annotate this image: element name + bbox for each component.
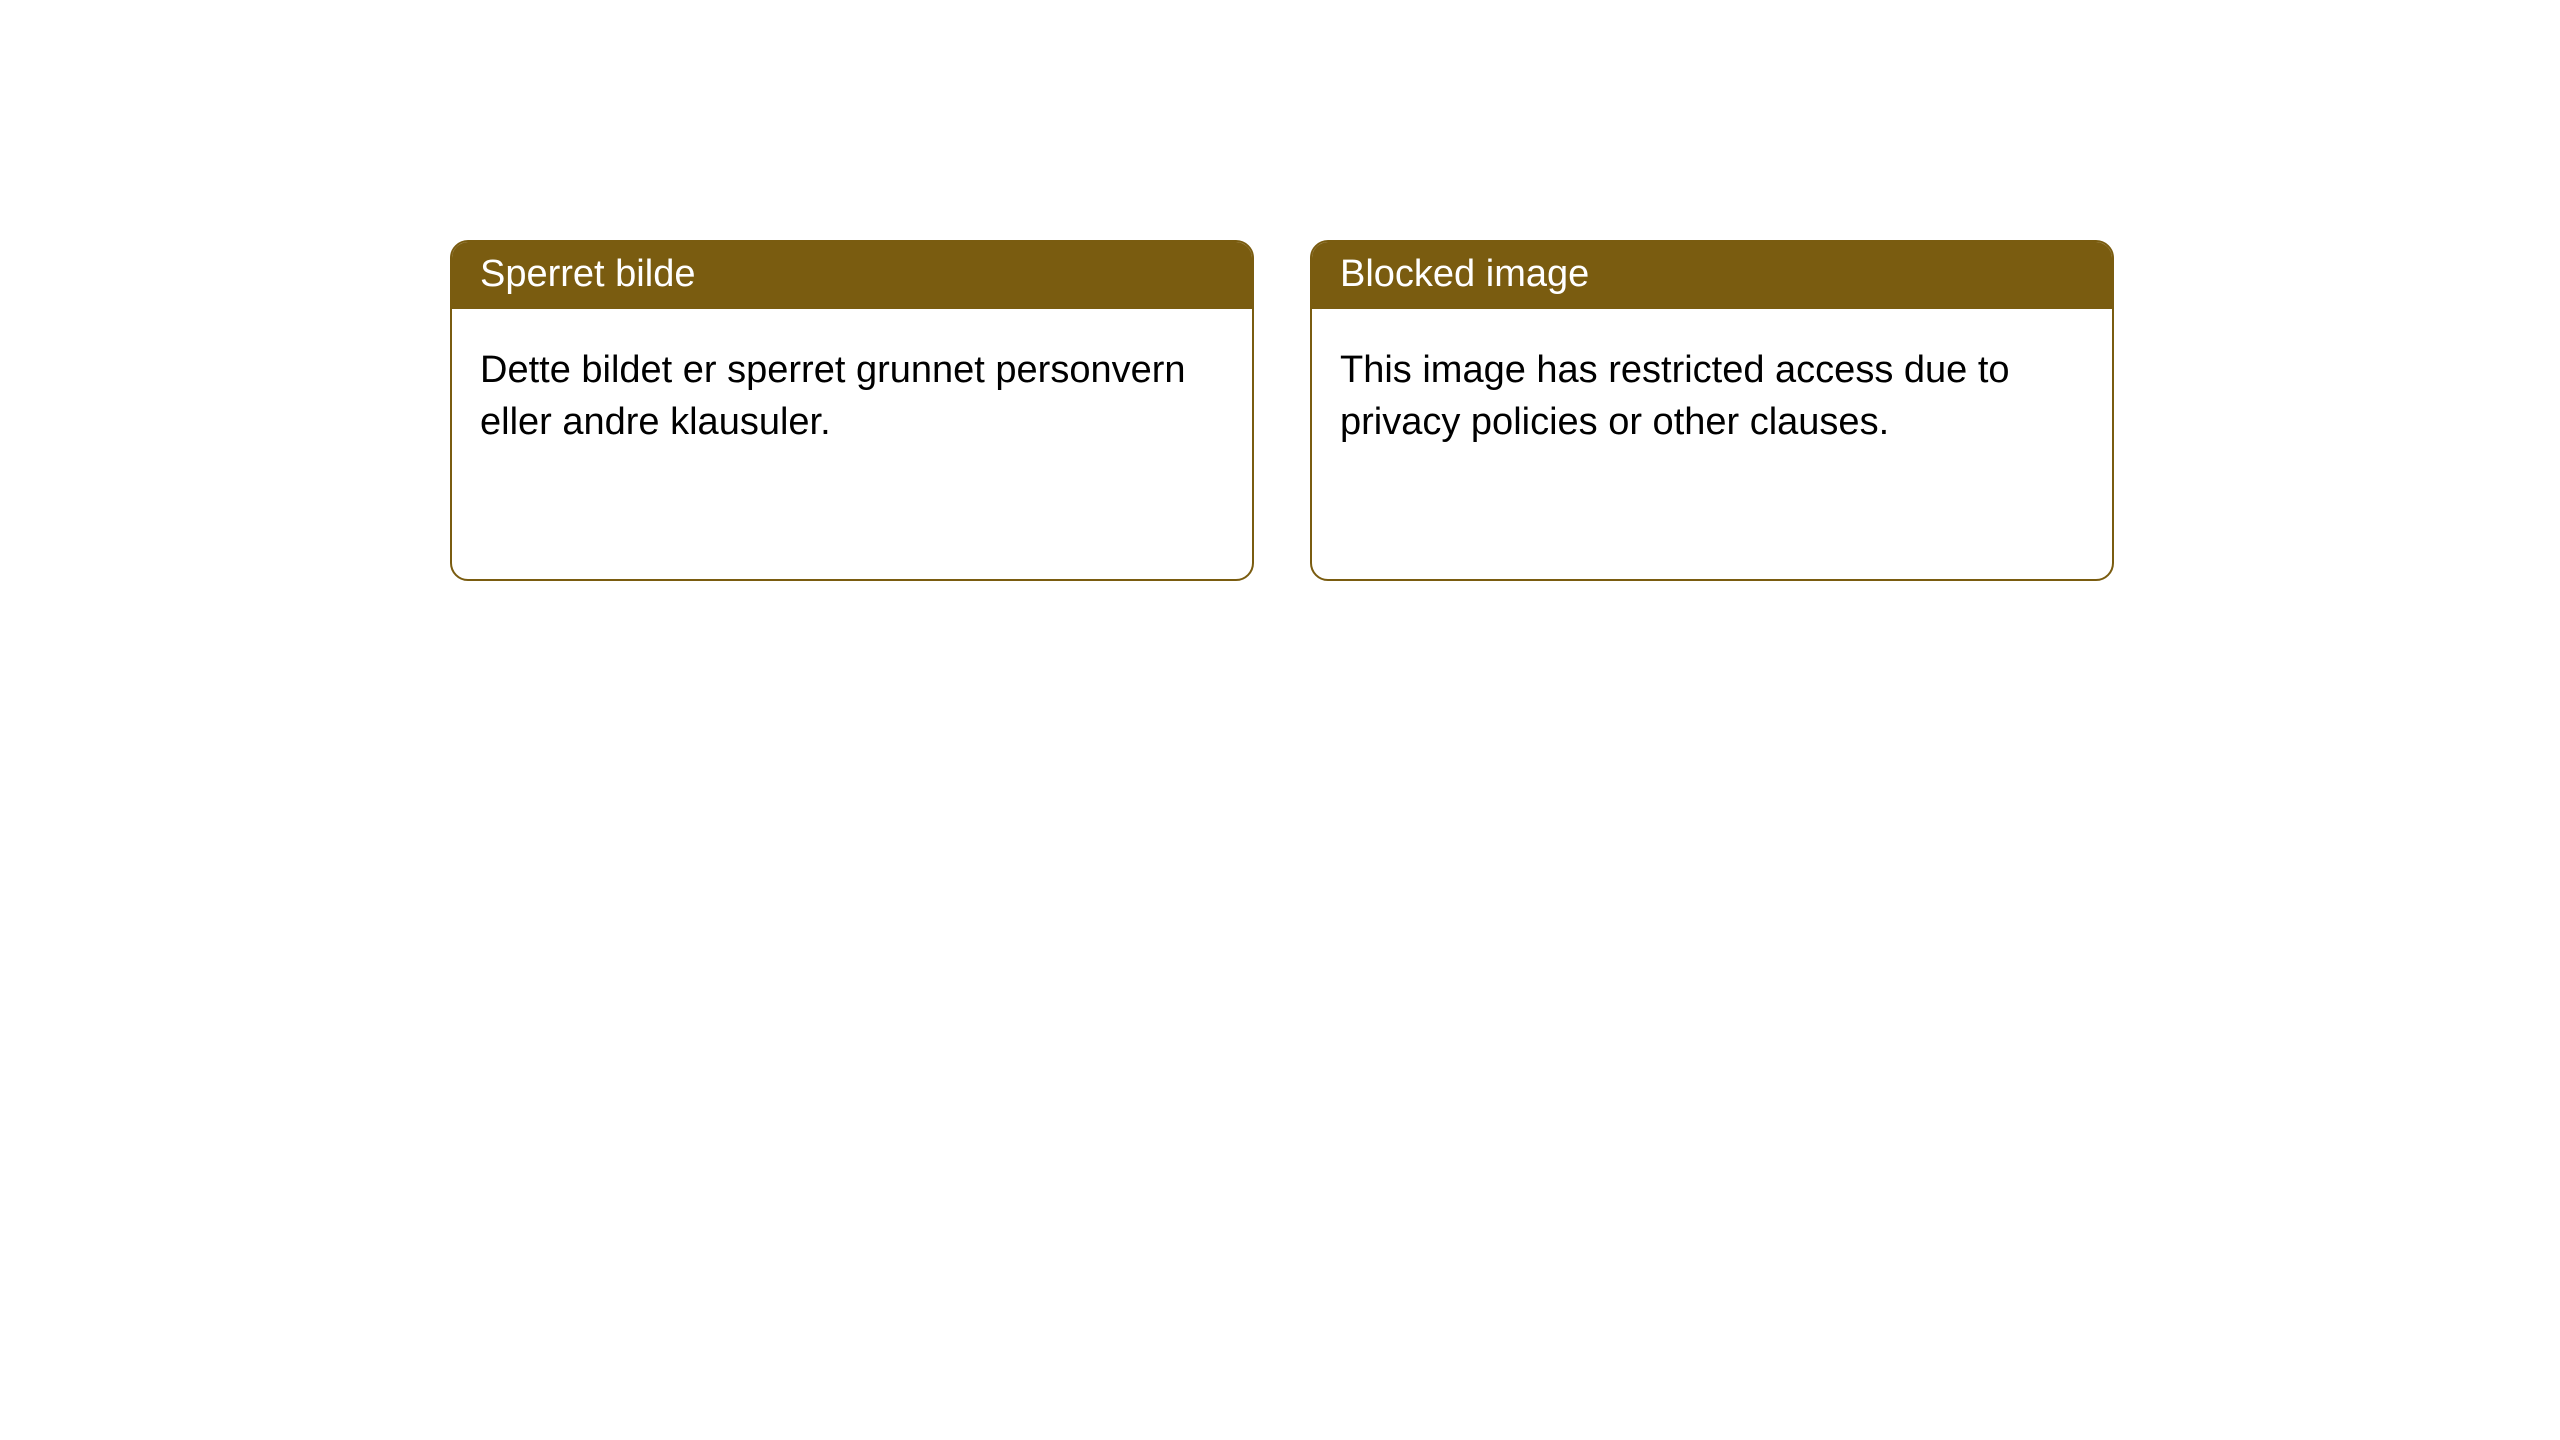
card-body-text-no: Dette bildet er sperret grunnet personve… [480, 345, 1224, 448]
card-body-en: This image has restricted access due to … [1312, 309, 2112, 579]
card-header-no: Sperret bilde [452, 242, 1252, 309]
card-body-no: Dette bildet er sperret grunnet personve… [452, 309, 1252, 579]
card-body-text-en: This image has restricted access due to … [1340, 345, 2084, 448]
card-header-en: Blocked image [1312, 242, 2112, 309]
blocked-image-card-no: Sperret bilde Dette bildet er sperret gr… [450, 240, 1254, 581]
notice-cards-container: Sperret bilde Dette bildet er sperret gr… [0, 0, 2560, 581]
blocked-image-card-en: Blocked image This image has restricted … [1310, 240, 2114, 581]
